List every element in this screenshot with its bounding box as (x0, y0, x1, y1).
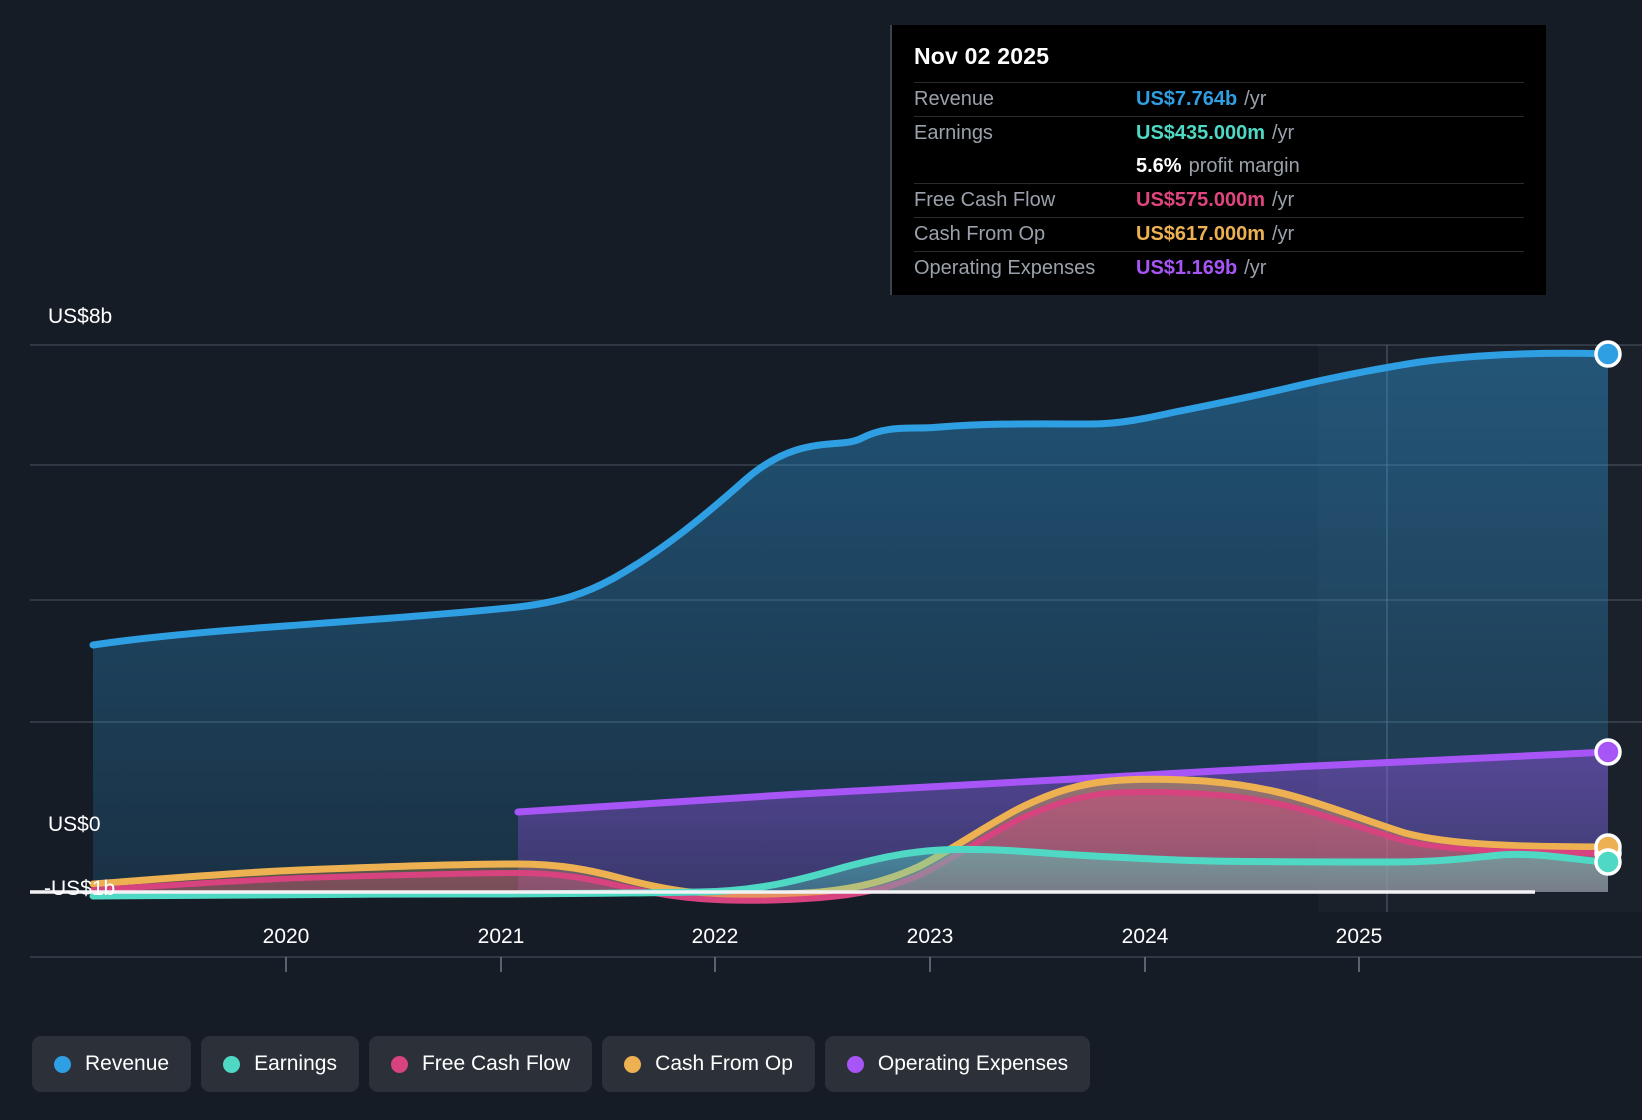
tooltip-label-cash-from-op: Cash From Op (914, 223, 1046, 245)
tooltip-unit-cash-from-op: /yr (1271, 223, 1295, 245)
tooltip-unit-revenue: /yr (1244, 88, 1267, 110)
endpoint-marker-operating-expenses (1594, 738, 1622, 766)
legend-dot-operating-expenses-icon (846, 1055, 864, 1073)
tooltip-label-earnings: Earnings (914, 122, 993, 144)
tooltip-value-free-cash-flow: US$575.000m (1136, 189, 1265, 211)
series-revenue (89, 349, 1612, 892)
tooltip-value-operating-expenses: US$1.169b (1136, 257, 1238, 279)
legend-label-revenue: Revenue (85, 1052, 170, 1075)
series-earnings (89, 845, 1612, 900)
tooltip-row-operating-expenses: Operating Expenses US$1.169b /yr (914, 251, 1524, 285)
tooltip-text-profit-margin: profit margin (1188, 155, 1300, 177)
legend-label-operating-expenses: Operating Expenses (877, 1052, 1069, 1075)
x-tick-2021: 2021 (477, 925, 525, 948)
revenue-area (93, 353, 1608, 892)
x-tick-2024: 2024 (1121, 925, 1169, 948)
legend-item-earnings[interactable]: Earnings (201, 1036, 359, 1092)
y-axis-label-top: US$8b (48, 305, 113, 328)
endpoint-marker-revenue (1594, 340, 1622, 368)
legend-dot-cash-from-op-icon (624, 1055, 642, 1073)
tooltip-row-cash-from-op: Cash From Op US$617.000m /yr (914, 217, 1524, 251)
legend-item-revenue[interactable]: Revenue (32, 1036, 192, 1092)
tooltip-value-earnings: US$435.000m (1136, 122, 1265, 144)
x-tick-marks (285, 957, 1360, 972)
tooltip-label-operating-expenses: Operating Expenses (914, 257, 1096, 279)
endpoint-markers (1594, 340, 1622, 876)
tooltip-date: Nov 02 2025 (914, 43, 1050, 69)
y-axis-label-bottom: -US$1b (44, 877, 116, 900)
tooltip-label-free-cash-flow: Free Cash Flow (914, 189, 1056, 211)
tooltip-label-revenue: Revenue (914, 88, 995, 110)
tooltip-row-free-cash-flow: Free Cash Flow US$575.000m /yr (914, 183, 1524, 217)
legend-label-free-cash-flow: Free Cash Flow (421, 1052, 571, 1075)
tooltip-unit-earnings: /yr (1271, 122, 1295, 144)
legend-label-earnings: Earnings (254, 1052, 337, 1075)
tooltip-row-revenue: Revenue US$7.764b /yr (914, 82, 1524, 116)
x-tick-2023: 2023 (906, 925, 954, 948)
x-tick-2025: 2025 (1335, 925, 1383, 948)
revenue-line (89, 349, 1612, 649)
x-tick-2022: 2022 (691, 925, 739, 948)
legend-item-operating-expenses[interactable]: Operating Expenses (824, 1036, 1091, 1092)
legend-dot-free-cash-flow-icon (390, 1055, 408, 1073)
series-plot-group (89, 349, 1612, 904)
earnings-line (89, 845, 1612, 900)
tooltip-unit-free-cash-flow: /yr (1271, 189, 1295, 211)
chart-tooltip: Nov 02 2025 Revenue US$7.764b /yr Earnin… (890, 25, 1546, 295)
legend-item-cash-from-op[interactable]: Cash From Op (602, 1036, 815, 1092)
tooltip-row-profit-margin: 5.6% profit margin (914, 150, 1524, 183)
legend-item-free-cash-flow[interactable]: Free Cash Flow (368, 1036, 593, 1092)
tooltip-unit-operating-expenses: /yr (1244, 257, 1267, 279)
tooltip-row-earnings: Earnings US$435.000m /yr (914, 116, 1524, 150)
y-axis-label-zero: US$0 (48, 813, 101, 836)
tooltip-value-revenue: US$7.764b (1136, 88, 1238, 110)
chart-legend: Revenue Earnings Free Cash Flow Cash Fro… (32, 1036, 1091, 1092)
legend-label-cash-from-op: Cash From Op (655, 1052, 793, 1075)
tooltip-value-profit-margin: 5.6% (1136, 155, 1182, 177)
endpoint-marker-earnings (1594, 848, 1622, 876)
legend-dot-revenue-icon (54, 1055, 71, 1073)
earnings-area (93, 849, 1608, 896)
opex-line (514, 748, 1612, 816)
tooltip-value-cash-from-op: US$617.000m (1136, 223, 1265, 245)
legend-dot-earnings-icon (223, 1055, 241, 1073)
x-tick-2020: 2020 (262, 925, 310, 948)
